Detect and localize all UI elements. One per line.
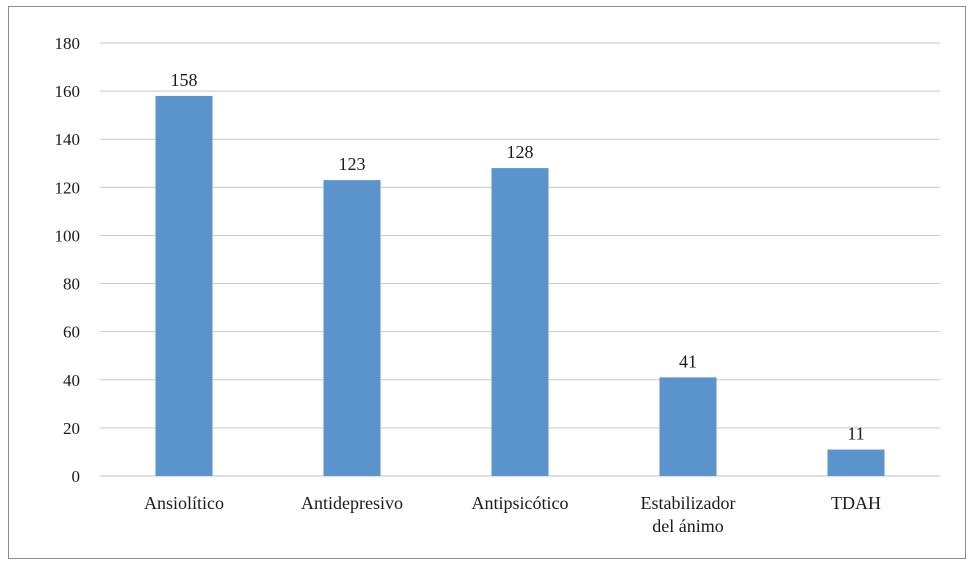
data-label: 128 — [507, 142, 534, 162]
x-category-label: Estabilizador — [641, 493, 736, 513]
data-label: 158 — [171, 70, 198, 90]
data-label: 41 — [679, 351, 697, 371]
x-category-label: TDAH — [831, 493, 881, 513]
data-labels: 158 123 128 41 11 — [171, 70, 865, 444]
y-tick-label: 100 — [55, 226, 81, 245]
y-tick-label: 120 — [55, 178, 81, 197]
y-tick-label: 40 — [63, 371, 80, 390]
x-category-label: Antidepresivo — [301, 493, 403, 513]
bar — [155, 95, 213, 476]
bar — [659, 377, 717, 476]
bar — [491, 168, 549, 477]
bar — [323, 180, 381, 476]
x-category-label: Ansiolítico — [144, 493, 224, 513]
y-tick-label: 140 — [55, 130, 81, 149]
x-category-label: Antipsicótico — [472, 493, 569, 513]
y-tick-label: 160 — [55, 82, 81, 101]
x-axis-categories: Ansiolítico Antidepresivo Antipsicótico Est… — [144, 493, 881, 536]
y-tick-label: 20 — [63, 419, 80, 438]
y-tick-label: 60 — [63, 323, 80, 342]
bar — [827, 449, 885, 476]
y-tick-label: 80 — [63, 275, 80, 294]
x-category-label: del ánimo — [652, 516, 723, 536]
gridlines — [100, 42, 940, 477]
bars — [155, 95, 885, 477]
data-label: 11 — [847, 424, 864, 444]
data-label: 123 — [339, 154, 366, 174]
y-axis-ticks: 0 20 40 60 80 100 120 140 160 180 — [55, 34, 81, 486]
y-tick-label: 0 — [72, 467, 81, 486]
y-tick-label: 180 — [55, 34, 81, 53]
